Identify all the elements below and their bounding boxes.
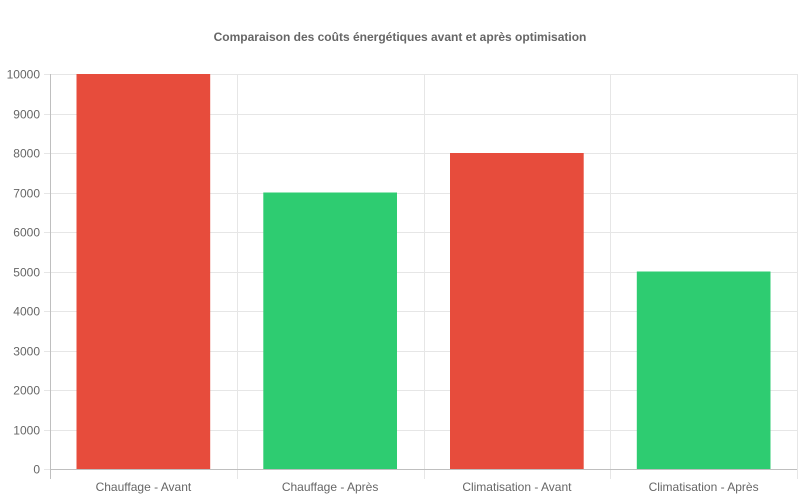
bar bbox=[450, 153, 584, 469]
y-tick-label: 4000 bbox=[13, 305, 40, 319]
axes bbox=[50, 74, 797, 479]
y-tick-label: 8000 bbox=[13, 147, 40, 161]
x-tick-label: Climatisation - Avant bbox=[462, 480, 572, 494]
bars bbox=[76, 74, 771, 469]
bar bbox=[76, 74, 211, 469]
y-tick-label: 0 bbox=[33, 463, 40, 477]
y-tick-label: 3000 bbox=[13, 345, 40, 359]
y-tick-label: 5000 bbox=[13, 266, 40, 280]
y-tick-label: 9000 bbox=[13, 108, 40, 122]
bar bbox=[636, 271, 771, 469]
tick-labels: 0 1000 2000 3000 4000 5000 6000 7000 8000 9000 100… bbox=[7, 68, 759, 495]
x-tick-label: Climatisation - Après bbox=[649, 480, 759, 494]
y-tick-label: 1000 bbox=[13, 424, 40, 438]
y-tick-label: 10000 bbox=[7, 68, 41, 82]
x-tick-label: Chauffage - Après bbox=[282, 480, 379, 494]
x-tick-label: Chauffage - Avant bbox=[96, 480, 192, 494]
y-tick-label: 2000 bbox=[13, 384, 40, 398]
chart-title: Comparaison des coûts énergétiques avant… bbox=[214, 30, 587, 44]
bar bbox=[263, 192, 397, 469]
y-tick-label: 6000 bbox=[13, 226, 40, 240]
y-tick-label: 7000 bbox=[13, 187, 40, 201]
